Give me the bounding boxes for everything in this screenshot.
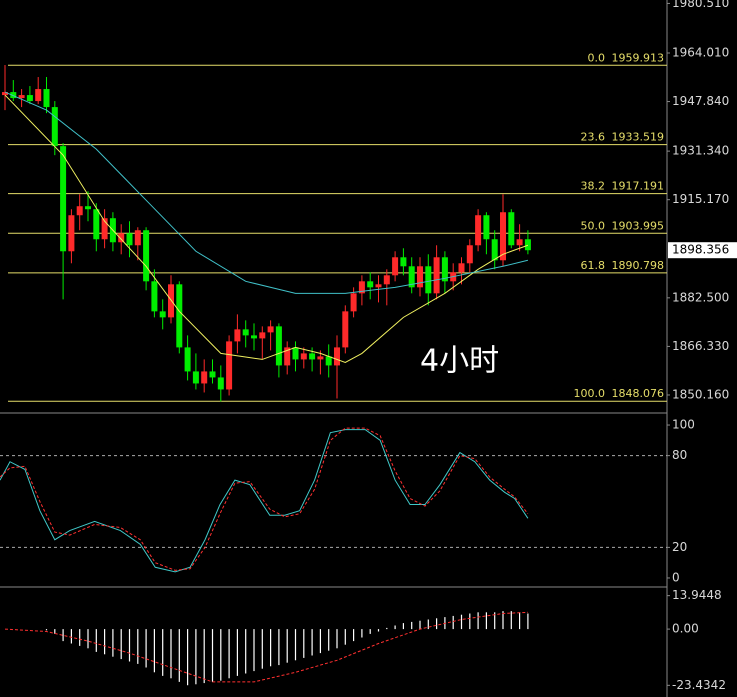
fib-price: 1890.798 <box>612 259 665 272</box>
fib-price: 1959.913 <box>612 51 665 64</box>
candle-body <box>433 257 440 294</box>
y-tick-label: 1980.510 <box>672 0 729 10</box>
candle-body <box>375 284 382 288</box>
indicator-line <box>0 429 529 573</box>
candle-body <box>508 212 515 246</box>
candle-body <box>18 95 25 99</box>
candle-body <box>300 353 307 360</box>
indicator-line <box>4 91 529 294</box>
candle-body <box>10 92 17 99</box>
fib-level: 0.0 <box>588 51 606 64</box>
candle-body <box>93 209 100 240</box>
candle-body <box>242 329 249 336</box>
candle-body <box>342 311 349 348</box>
candle-body <box>143 230 150 282</box>
candle-body <box>151 281 158 312</box>
candle-body <box>466 245 473 264</box>
candle-body <box>201 371 208 384</box>
candle-body <box>284 347 291 366</box>
candle-body <box>76 206 83 216</box>
fib-price: 1848.076 <box>612 387 665 400</box>
y-tick-label: -23.4342 <box>672 678 726 692</box>
candle-body <box>68 215 75 252</box>
candle-body <box>275 326 282 366</box>
indicator-line <box>4 611 528 683</box>
candle-body <box>43 89 50 108</box>
candle-body <box>358 281 365 294</box>
candle-body <box>85 206 91 210</box>
candle-body <box>475 215 482 246</box>
last-price-box <box>668 242 737 259</box>
y-tick-label: 20 <box>672 540 687 554</box>
y-tick-label: 1947.840 <box>672 94 729 108</box>
y-tick-label: 1866.330 <box>672 339 729 353</box>
candle-body <box>483 215 490 240</box>
candle-body <box>209 371 216 378</box>
candle-body <box>425 266 432 294</box>
candle-body <box>251 335 257 339</box>
candle-body <box>176 284 183 348</box>
y-tick-label: 0.00 <box>672 622 699 636</box>
last-price: 1898.356 <box>672 243 729 257</box>
candle-body <box>26 95 33 102</box>
candle-body <box>408 266 415 288</box>
candle-body <box>367 281 374 288</box>
candle-body <box>184 347 191 372</box>
candle-body <box>134 230 141 246</box>
fib-level: 23.6 <box>581 131 606 144</box>
candle-body <box>60 146 67 252</box>
candle-body <box>441 257 448 282</box>
candle-body <box>524 239 531 251</box>
candle-body <box>159 311 166 318</box>
candle-body <box>234 329 241 342</box>
candle-body <box>383 275 390 285</box>
fib-level: 61.8 <box>581 259 606 272</box>
y-tick-label: 1882.500 <box>672 290 729 304</box>
fib-price: 1933.519 <box>612 131 665 144</box>
fib-level: 100.0 <box>574 387 606 400</box>
candle-body <box>500 212 506 261</box>
candle-body <box>118 233 125 243</box>
fib-price: 1917.191 <box>612 180 665 193</box>
candle-body <box>458 263 465 273</box>
candle-body <box>259 332 266 339</box>
candle-body <box>35 89 42 102</box>
indicator-line <box>0 427 529 571</box>
candle-body <box>126 233 133 246</box>
candle-body <box>51 107 58 147</box>
fib-level: 38.2 <box>581 180 606 193</box>
candle-body <box>491 239 498 261</box>
candle-body <box>226 341 233 390</box>
candle-body <box>417 266 423 288</box>
candle-body <box>325 356 332 366</box>
candle-body <box>267 326 274 333</box>
annotation: 4小时 <box>420 344 499 379</box>
y-tick-label: 100 <box>672 418 695 432</box>
candle-body <box>400 257 407 267</box>
y-tick-label: 1850.160 <box>672 387 729 401</box>
candle-body <box>317 356 324 360</box>
candle-body <box>392 257 399 276</box>
candle-body <box>334 347 340 366</box>
y-tick-label: 1915.170 <box>672 192 729 206</box>
indicator-line <box>4 94 529 363</box>
fib-level: 50.0 <box>581 219 606 232</box>
y-tick-label: 1964.010 <box>672 45 729 59</box>
y-tick-label: 13.9448 <box>672 588 722 602</box>
candle-body <box>292 347 299 360</box>
candle-body <box>2 92 8 96</box>
candle-body <box>309 353 316 360</box>
candle-body <box>350 293 357 312</box>
candle-body <box>101 218 108 240</box>
y-tick-label: 1931.340 <box>672 144 729 158</box>
y-tick-label: 0 <box>672 570 680 584</box>
y-tick-label: 80 <box>672 448 687 462</box>
candle-body <box>192 371 199 384</box>
candle-body <box>217 377 224 390</box>
fib-price: 1903.995 <box>612 219 665 232</box>
candle-body <box>516 239 523 246</box>
